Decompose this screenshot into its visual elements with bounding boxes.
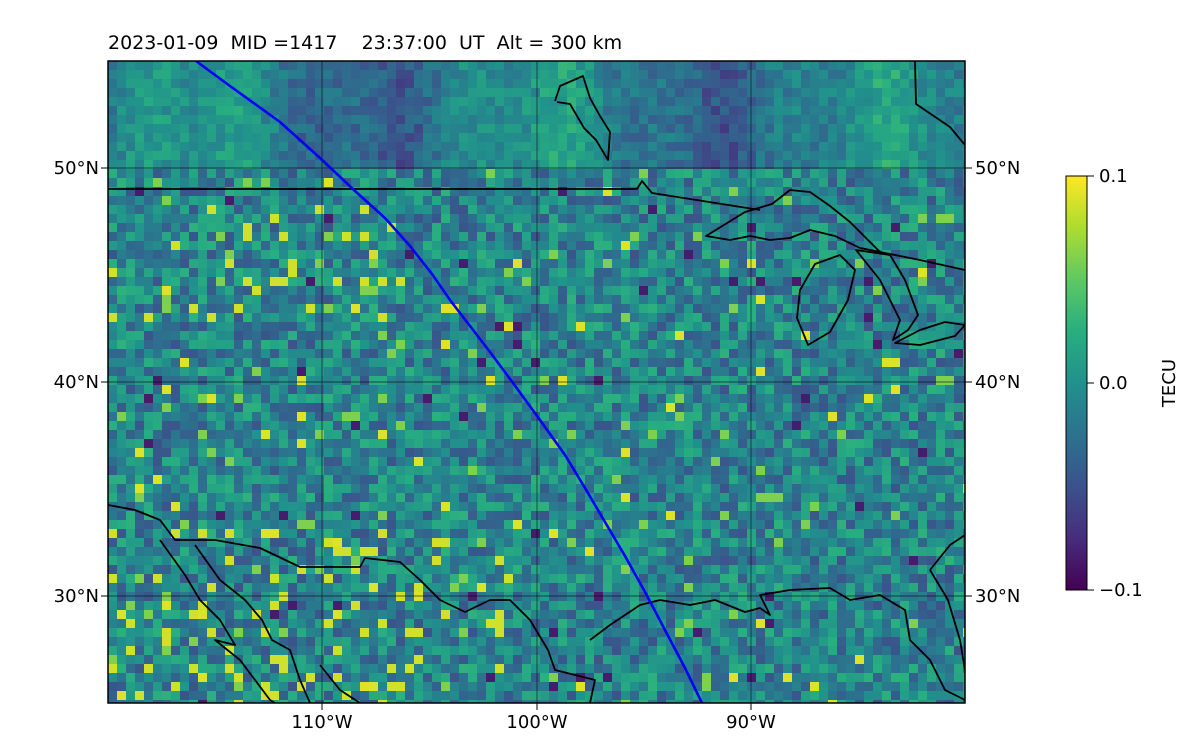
lake-erie-ontario — [894, 321, 965, 346]
satellite-track — [195, 61, 704, 703]
lat-label-30n-right: 30°N — [975, 586, 1020, 607]
colorbar-tick-label-0: 0.1 — [1099, 166, 1128, 187]
colorbar-tick-label-1: 0.0 — [1099, 373, 1128, 394]
colorbar-label: TECU — [1159, 359, 1180, 408]
tec-heatmap — [108, 61, 965, 703]
colorbar: 0.1 0.0 −0.1 TECU — [1065, 166, 1180, 601]
colorbar-ticks: 0.1 0.0 −0.1 — [1087, 166, 1143, 601]
baja-east — [194, 544, 311, 703]
canada-east-border — [859, 247, 965, 271]
baja-west — [159, 539, 276, 703]
hudson-bay-coast — [554, 75, 611, 161]
lake-huron — [855, 249, 919, 341]
lon-label-100w: 100°W — [506, 712, 567, 733]
lat-label-50n-left: 50°N — [54, 158, 99, 179]
florida-atlantic — [929, 534, 965, 571]
lon-label-110w: 110°W — [291, 712, 352, 733]
atlantic-coast — [929, 569, 965, 671]
mexico-west — [319, 664, 361, 703]
lake-michigan — [796, 254, 856, 346]
lat-axis-right: 50°N 40°N 30°N — [965, 158, 1020, 607]
lon-axis: 110°W 100°W 90°W — [291, 703, 776, 733]
gulf-coast — [589, 587, 965, 701]
us-canada-border — [108, 180, 761, 211]
coastlines — [108, 61, 965, 703]
colorbar-gradient — [1065, 175, 1088, 591]
lat-label-30n-left: 30°N — [54, 586, 99, 607]
us-mexico-border — [108, 504, 596, 703]
lat-label-40n-right: 40°N — [975, 372, 1020, 393]
lat-label-50n-right: 50°N — [975, 158, 1020, 179]
figure-title: 2023-01-09 MID =1417 23:37:00 UT Alt = 3… — [108, 32, 622, 54]
colorbar-tick-label-2: −0.1 — [1099, 580, 1143, 601]
lat-axis-left: 50°N 40°N 30°N — [54, 158, 108, 607]
lat-label-40n-left: 40°N — [54, 372, 99, 393]
gridlines — [108, 61, 965, 703]
lon-label-90w: 90°W — [726, 712, 776, 733]
map-panel — [108, 61, 965, 703]
northeast-coast — [914, 61, 965, 146]
